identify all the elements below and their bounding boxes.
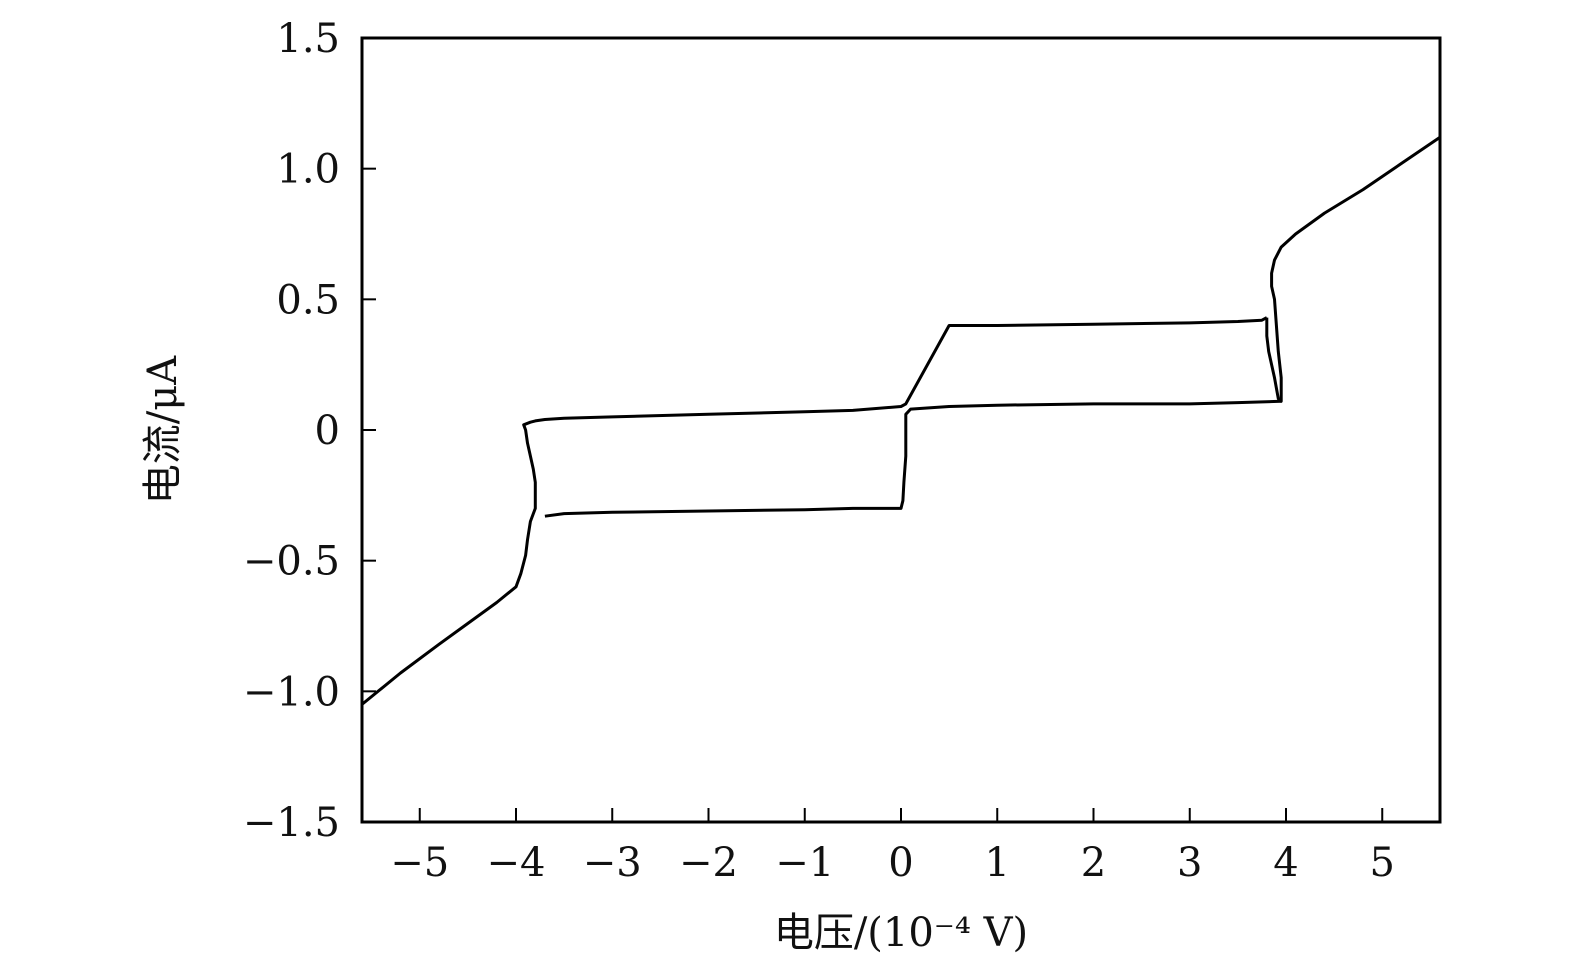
x-tick-label: 3 <box>1177 840 1202 886</box>
plot-area <box>361 136 1441 706</box>
axis-ticks: −5 −4 −3 −2 −1 0 1 2 3 4 5 −1.5 −1.0 −0.5 0 0.5 1.0 1.5 <box>243 16 1395 886</box>
series-line-3 <box>544 399 1282 518</box>
y-tick-label: −1.5 <box>243 800 340 846</box>
y-axis-label: 电流/μA <box>140 355 186 504</box>
x-tick-label: −5 <box>390 840 449 886</box>
plot-frame <box>360 36 1442 824</box>
x-tick-label: −4 <box>487 840 546 886</box>
y-tick-label: −0.5 <box>243 539 340 585</box>
y-tick-label: 1.5 <box>276 16 340 62</box>
x-tick-label: 2 <box>1081 840 1106 886</box>
x-tick-label: −3 <box>583 840 642 886</box>
y-tick-label: 1.0 <box>276 147 340 193</box>
x-tick-label: 4 <box>1273 840 1298 886</box>
x-tick-label: 1 <box>985 840 1010 886</box>
y-tick-label: 0.5 <box>276 277 340 323</box>
series-line-1 <box>361 316 1268 706</box>
y-tick-label: 0 <box>315 408 340 454</box>
series-line-2 <box>1265 136 1441 403</box>
x-tick-label: −2 <box>679 840 738 886</box>
x-tick-label: 0 <box>888 840 913 886</box>
x-axis-label: 电压/(10⁻⁴ V) <box>774 910 1028 956</box>
x-tick-label: −1 <box>775 840 834 886</box>
y-tick-label: −1.0 <box>243 669 340 715</box>
x-tick-label: 5 <box>1370 840 1395 886</box>
